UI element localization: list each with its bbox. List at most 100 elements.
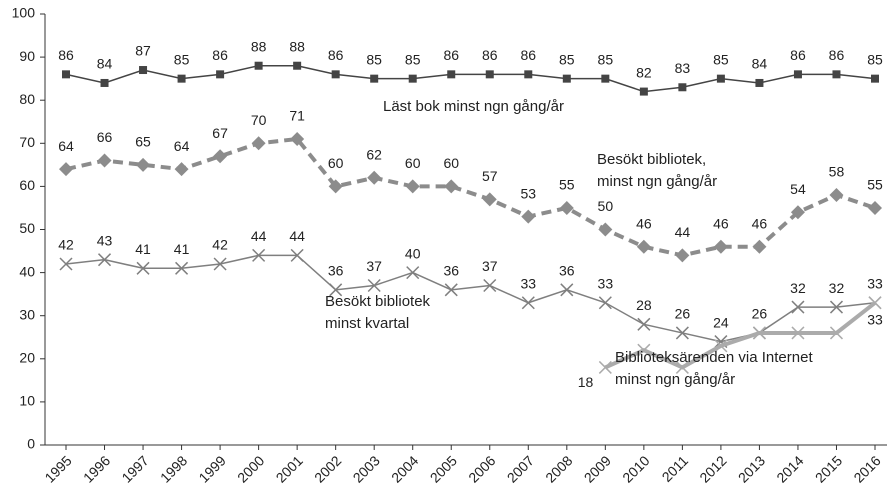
marker xyxy=(174,162,189,177)
marker xyxy=(829,300,844,314)
marker xyxy=(59,162,73,177)
x-tick-label: 2001 xyxy=(273,452,306,485)
marker xyxy=(251,136,266,151)
data-label: 54 xyxy=(790,181,806,197)
x-tick-label: 2014 xyxy=(773,452,806,485)
data-label: 64 xyxy=(58,138,74,154)
marker xyxy=(524,70,533,79)
data-label: 32 xyxy=(790,280,806,296)
x-tick-label: 2007 xyxy=(504,452,537,485)
marker xyxy=(367,278,381,293)
marker xyxy=(598,222,613,237)
marker xyxy=(328,179,343,194)
marker xyxy=(713,239,728,254)
marker xyxy=(598,360,612,374)
series-line xyxy=(65,64,876,93)
marker xyxy=(293,61,302,70)
data-label: 60 xyxy=(405,155,421,171)
x-tick-label: 2009 xyxy=(581,452,614,485)
data-label: 86 xyxy=(482,47,498,63)
annotation: Besökt bibliotek, xyxy=(597,151,706,168)
y-tick-label: 0 xyxy=(27,436,35,452)
data-label: 53 xyxy=(520,185,536,201)
marker xyxy=(483,278,497,293)
marker xyxy=(136,261,150,275)
x-tick-label: 2011 xyxy=(659,452,692,485)
annotation: minst ngn gång/år xyxy=(597,173,717,190)
annotation: Läst bok minst ngn gång/år xyxy=(383,98,564,115)
data-label: 18 xyxy=(578,374,594,390)
marker xyxy=(290,131,305,146)
marker xyxy=(639,87,648,96)
x-tick-label: 2002 xyxy=(311,452,344,485)
x-tick-label: 1997 xyxy=(118,452,151,485)
marker xyxy=(871,74,879,83)
annotation: Biblioteksärenden via Internet xyxy=(615,349,813,366)
marker xyxy=(636,239,651,254)
data-label: 58 xyxy=(829,164,845,180)
data-label: 33 xyxy=(867,275,883,291)
marker xyxy=(331,70,340,79)
data-label: 60 xyxy=(328,155,344,171)
marker xyxy=(829,326,844,340)
x-tick-label: 1998 xyxy=(157,452,190,485)
data-label: 86 xyxy=(829,47,845,63)
marker xyxy=(562,74,571,83)
marker xyxy=(755,78,764,87)
marker xyxy=(216,70,225,79)
data-label: 70 xyxy=(251,112,267,128)
marker xyxy=(370,74,379,83)
data-label: 87 xyxy=(135,43,151,59)
data-label: 33 xyxy=(867,311,883,327)
marker xyxy=(714,339,728,353)
data-label: 37 xyxy=(366,258,382,274)
marker xyxy=(832,70,841,79)
data-label: 43 xyxy=(97,232,113,248)
x-tick-label: 1999 xyxy=(195,452,228,485)
data-label: 64 xyxy=(174,138,190,154)
marker xyxy=(408,74,417,83)
data-label: 83 xyxy=(675,60,691,76)
y-tick-label: 50 xyxy=(19,220,35,236)
data-label: 42 xyxy=(58,237,74,253)
data-label: 71 xyxy=(289,108,305,124)
marker xyxy=(405,179,420,194)
x-tick-label: 2004 xyxy=(388,452,421,485)
data-label: 44 xyxy=(675,224,691,240)
y-tick-label: 100 xyxy=(12,5,36,21)
data-label: 37 xyxy=(482,258,498,274)
marker xyxy=(482,192,497,207)
data-label: 86 xyxy=(328,47,344,63)
data-label: 55 xyxy=(867,177,883,193)
data-label: 57 xyxy=(482,168,498,184)
x-tick-label: 2010 xyxy=(619,452,652,485)
data-label: 42 xyxy=(212,237,228,253)
marker xyxy=(678,83,687,92)
marker xyxy=(139,66,148,75)
data-label: 85 xyxy=(713,51,729,67)
data-label: 41 xyxy=(174,241,190,257)
data-label: 84 xyxy=(752,56,768,72)
x-tick-label: 1995 xyxy=(41,452,74,485)
data-label: 62 xyxy=(366,146,382,162)
data-label: 36 xyxy=(443,263,459,279)
marker xyxy=(175,261,189,275)
y-tick-label: 30 xyxy=(19,306,35,322)
data-label: 86 xyxy=(212,47,228,63)
marker xyxy=(485,70,494,79)
data-label: 86 xyxy=(520,47,536,63)
marker xyxy=(675,326,689,340)
annotation: minst kvartal xyxy=(325,315,409,332)
x-tick-label: 2015 xyxy=(812,452,845,485)
data-label: 28 xyxy=(636,297,652,313)
marker xyxy=(444,283,458,297)
data-label: 66 xyxy=(97,129,113,145)
data-label: 85 xyxy=(867,51,883,67)
data-label: 40 xyxy=(405,245,421,261)
data-label: 32 xyxy=(829,280,845,296)
marker xyxy=(136,157,151,172)
marker xyxy=(793,70,802,79)
data-label: 85 xyxy=(405,51,421,67)
y-tick-label: 90 xyxy=(19,48,35,64)
